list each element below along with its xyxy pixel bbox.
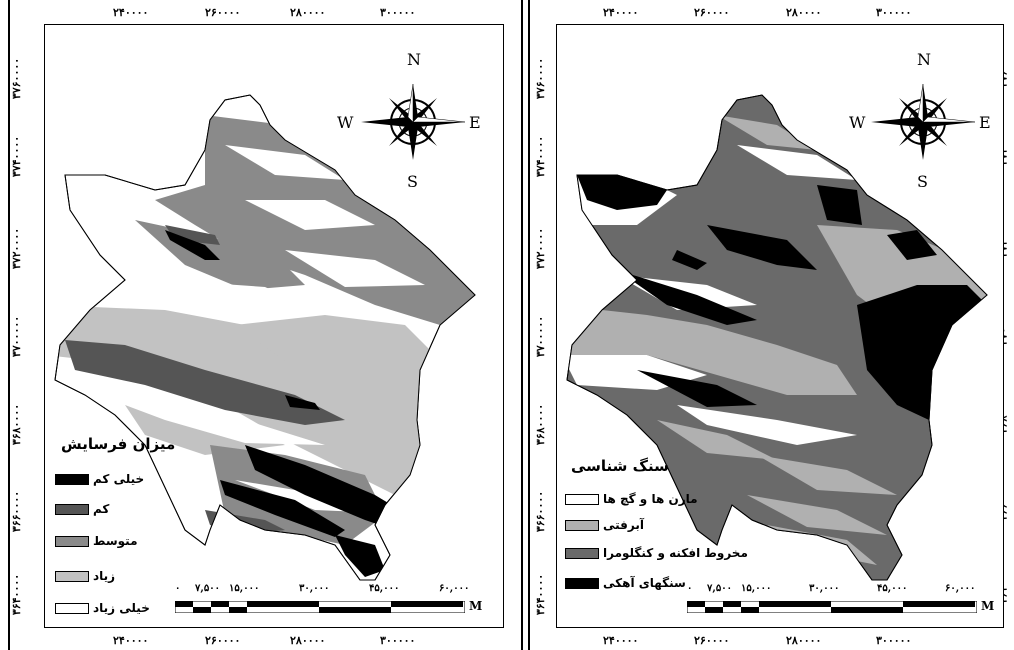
scale-label: ۴۵,۰۰۰ (877, 583, 908, 594)
legend-swatch (55, 602, 89, 614)
x-tick-top: ۳۰۰۰۰۰ (380, 6, 416, 19)
scale-bar-graphic (687, 601, 977, 613)
y-tick-left: ۳۶۶۰۰۰۰ (10, 490, 24, 533)
legend-label: مخروط افکنه و کنگلومرا (603, 546, 748, 560)
legend-item: کم (55, 501, 109, 517)
legend-item: زیاد (55, 568, 115, 584)
scale-unit: M (981, 599, 995, 613)
y-tick-left: ۳۶۴۰۰۰۰ (10, 573, 24, 616)
x-tick-bottom: ۳۰۰۰۰۰ (876, 634, 912, 647)
x-tick-bottom: ۲۶۰۰۰۰ (205, 634, 241, 647)
y-tick-left: ۳۷۰۰۰۰۰ (10, 315, 24, 358)
x-tick-bottom: ۲۸۰۰۰۰ (786, 634, 822, 647)
lithology-map-panel: ۲۴۰۰۰۰ ۲۶۰۰۰۰ ۲۸۰۰۰۰ ۳۰۰۰۰۰ ۲۴۰۰۰۰ ۲۶۰۰۰… (532, 0, 1014, 650)
x-tick-bottom: ۲۸۰۰۰۰ (290, 634, 326, 647)
compass-north-label: N (407, 50, 421, 69)
y-tick-left: ۳۷۲۰۰۰۰ (534, 227, 548, 270)
legend-swatch (55, 473, 89, 485)
scale-label: ۰ (175, 583, 181, 594)
y-tick-left: ۳۶۶۰۰۰۰ (534, 490, 548, 533)
left-border-line (8, 0, 10, 650)
legend-label: متوسط (93, 534, 138, 548)
erosion-map-panel: ۲۴۰۰۰۰ ۲۶۰۰۰۰ ۲۸۰۰۰۰ ۳۰۰۰۰۰ ۲۴۰۰۰۰ ۲۶۰۰۰… (8, 0, 504, 650)
x-tick-top: ۲۴۰۰۰۰ (603, 6, 639, 19)
legend-title: سنگ شناسی (571, 457, 669, 475)
x-tick-bottom: ۲۴۰۰۰۰ (113, 634, 149, 647)
legend-swatch (55, 535, 89, 547)
map-frame: N S E W سنگ شناسی مارن ها و گچ ها آبرفتی… (556, 24, 1004, 628)
scale-label: ۴۵,۰۰۰ (369, 583, 400, 594)
x-tick-top: ۲۸۰۰۰۰ (786, 6, 822, 19)
y-tick-left: ۳۶۸۰۰۰۰ (534, 403, 548, 446)
legend-swatch (565, 577, 599, 589)
map-frame: N S E W میزان فرسایش خیلی کم کم متوسط زی… (44, 24, 504, 628)
divider-line (528, 0, 530, 650)
compass-south-label: S (407, 172, 418, 191)
y-tick-left: ۳۶۸۰۰۰۰ (10, 403, 24, 446)
x-tick-bottom: ۳۰۰۰۰۰ (380, 634, 416, 647)
legend-item: مخروط افکنه و کنگلومرا (565, 545, 748, 561)
legend-title: میزان فرسایش (61, 435, 176, 453)
legend-item: مارن ها و گچ ها (565, 491, 698, 507)
y-tick-left: ۳۷۴۰۰۰۰ (534, 135, 548, 178)
lithology-map (566, 83, 988, 581)
compass-rose-icon (361, 83, 466, 160)
y-tick-left: ۳۷۴۰۰۰۰ (10, 135, 24, 178)
legend-item: متوسط (55, 533, 138, 549)
y-tick-left: ۳۷۶۰۰۰۰ (10, 57, 24, 100)
scale-label: ۱۵,۰۰۰ (229, 583, 260, 594)
y-tick-left: ۳۷۶۰۰۰۰ (534, 57, 548, 100)
scale-label: ۳۰,۰۰۰ (299, 583, 330, 594)
compass-west-label: W (337, 113, 354, 132)
x-tick-top: ۲۶۰۰۰۰ (205, 6, 241, 19)
legend-swatch (55, 570, 89, 582)
scale-label: ۳۰,۰۰۰ (809, 583, 840, 594)
y-tick-left: ۳۷۰۰۰۰۰ (534, 315, 548, 358)
scale-label: ۷,۵۰۰ (707, 583, 732, 594)
legend-item: خیلی کم (55, 471, 144, 487)
x-tick-bottom: ۲۶۰۰۰۰ (694, 634, 730, 647)
scale-label: ۶۰,۰۰۰ (439, 583, 470, 594)
scale-label: ۱۵,۰۰۰ (741, 583, 772, 594)
legend-label: کم (93, 502, 110, 516)
erosion-map (54, 83, 476, 581)
legend-label: زیاد (93, 569, 116, 583)
legend-swatch (565, 547, 599, 559)
compass-rose-icon (871, 83, 976, 160)
x-tick-top: ۲۸۰۰۰۰ (290, 6, 326, 19)
x-tick-top: ۲۴۰۰۰۰ (113, 6, 149, 19)
scale-label: ۷,۵۰۰ (195, 583, 220, 594)
legend-item: سنگهای آهکی (565, 575, 686, 591)
y-tick-left: ۳۷۲۰۰۰۰ (10, 227, 24, 270)
scale-label: ۶۰,۰۰۰ (945, 583, 976, 594)
legend-swatch (565, 519, 599, 531)
legend-label: مارن ها و گچ ها (603, 492, 698, 506)
legend-item: خیلی زیاد (55, 600, 150, 616)
compass-south-label: S (917, 172, 928, 191)
y-tick-left: ۳۶۴۰۰۰۰ (534, 573, 548, 616)
compass-north-label: N (917, 50, 931, 69)
erosion-zones (55, 115, 475, 577)
legend-label: سنگهای آهکی (603, 576, 686, 590)
compass-east-label: E (469, 113, 481, 132)
compass-west-label: W (849, 113, 866, 132)
x-tick-top: ۲۶۰۰۰۰ (694, 6, 730, 19)
compass-east-label: E (979, 113, 991, 132)
legend-swatch (55, 503, 89, 515)
divider-line (521, 0, 523, 650)
x-tick-bottom: ۲۴۰۰۰۰ (603, 634, 639, 647)
legend-label: آبرفتی (603, 518, 644, 532)
legend-label: خیلی زیاد (93, 601, 150, 615)
scale-bar-graphic (175, 601, 465, 613)
legend-item: آبرفتی (565, 517, 644, 533)
legend-swatch (565, 493, 599, 505)
x-tick-top: ۳۰۰۰۰۰ (876, 6, 912, 19)
legend-label: خیلی کم (93, 472, 145, 486)
scale-label: ۰ (687, 583, 693, 594)
scale-unit: M (469, 599, 483, 613)
